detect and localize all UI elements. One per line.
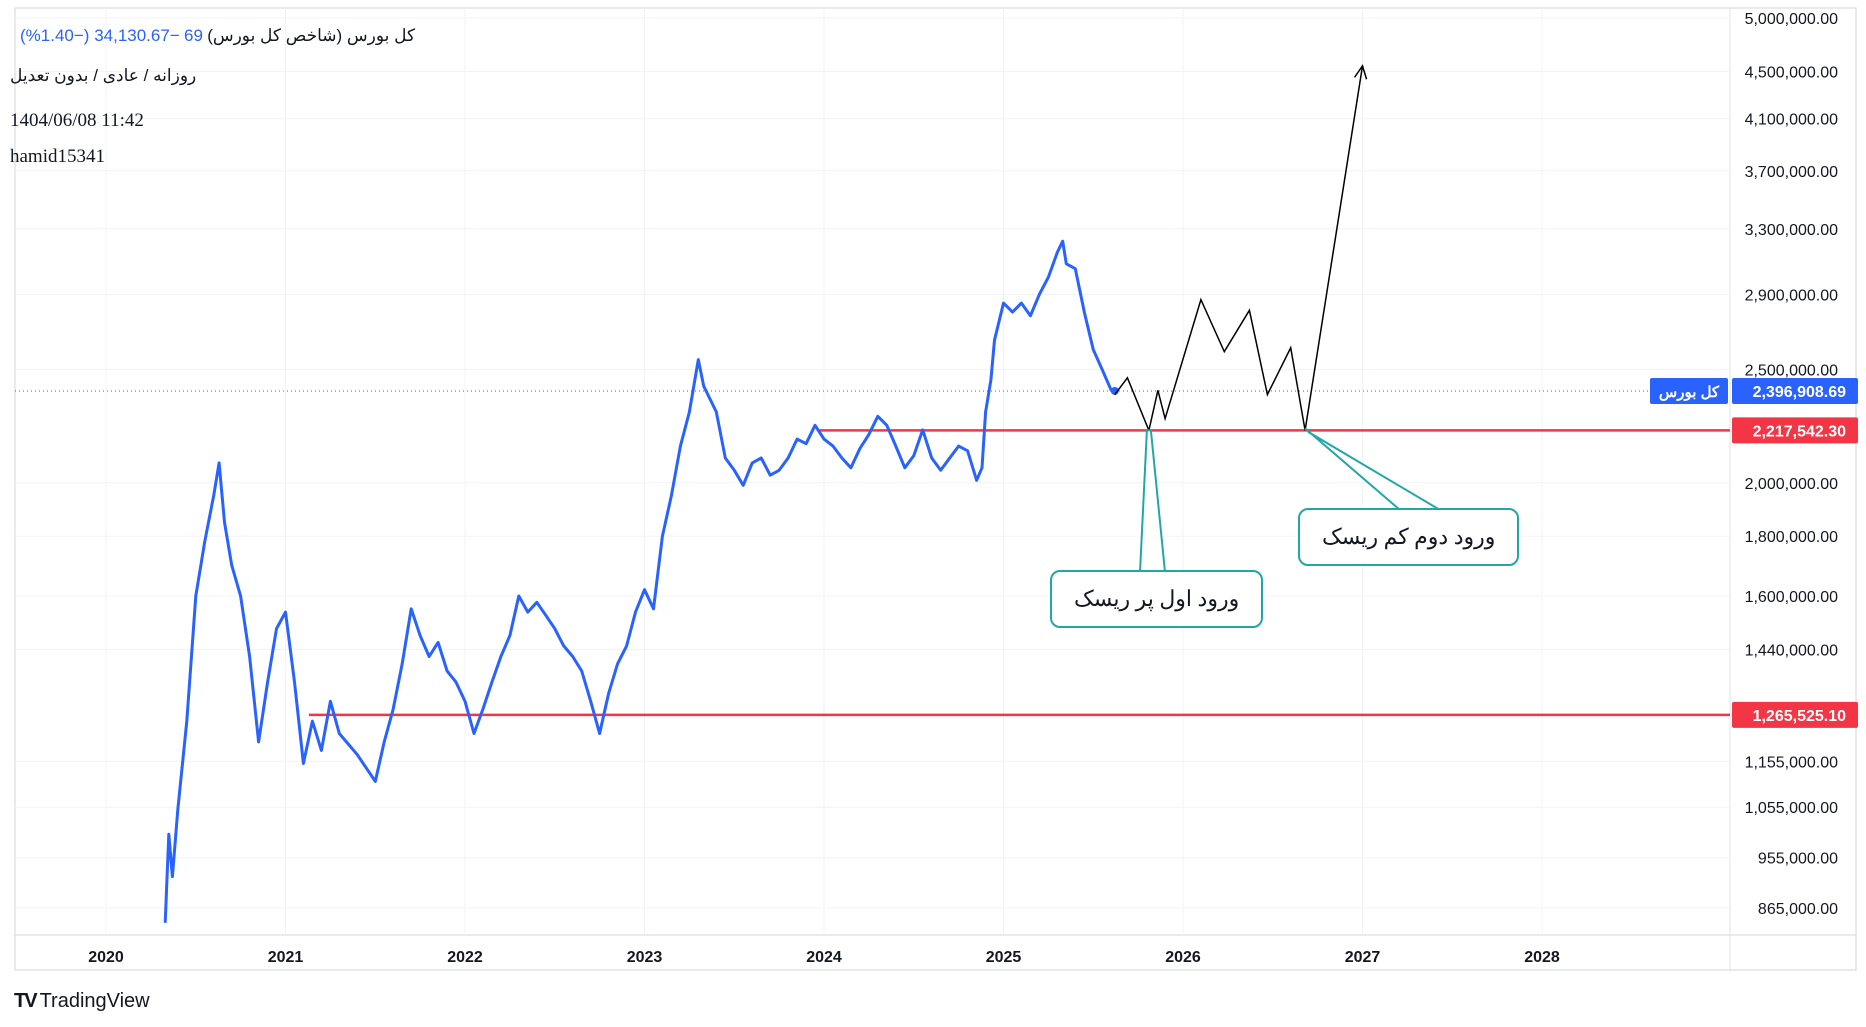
x-tick-label: 2026 [1165, 949, 1201, 966]
y-tick-label: 3,300,000.00 [1745, 222, 1839, 239]
y-tick-label: 955,000.00 [1758, 851, 1838, 868]
y-tick-label: 2,500,000.00 [1745, 363, 1839, 380]
x-tick-label: 2028 [1524, 949, 1560, 966]
y-tick-label: 1,600,000.00 [1745, 589, 1839, 606]
tradingview-logo[interactable]: TV TradingView [14, 990, 150, 1013]
y-tick-label: 2,000,000.00 [1745, 476, 1839, 493]
x-tick-label: 2024 [806, 949, 842, 966]
last-price-tag [1732, 377, 1858, 404]
y-tick-label: 1,055,000.00 [1745, 800, 1839, 817]
projection-path [1114, 65, 1364, 433]
last-price-label: 2,396,908.69 [1753, 384, 1847, 401]
symbol-name[interactable]: کل بورس (شاخص کل بورس) [207, 26, 416, 45]
symbol-tag [1650, 377, 1728, 404]
y-tick-label: 4,100,000.00 [1745, 112, 1839, 129]
chart-frame [14, 7, 1857, 971]
callout-first-entry: ورود اول پر ریسک [1050, 570, 1264, 628]
y-tick-label: 2,900,000.00 [1745, 287, 1839, 304]
callout-pointer [1304, 427, 1441, 511]
y-tick-label: 1,440,000.00 [1745, 642, 1839, 659]
y-tick-label: 1,155,000.00 [1745, 754, 1839, 771]
y-tick-label: 5,000,000.00 [1745, 11, 1839, 28]
x-tick-label: 2027 [1345, 949, 1381, 966]
projection-arrowhead [1353, 64, 1368, 80]
symbol-tag-label: کل بورس [1659, 384, 1720, 401]
author-name: hamid15341 [10, 146, 105, 167]
y-tick-label: 4,500,000.00 [1745, 64, 1839, 81]
support-level-tag [1732, 417, 1858, 444]
y-tick-label: 3,700,000.00 [1745, 164, 1839, 181]
support-level-tag [1732, 701, 1858, 728]
x-tick-label: 2023 [627, 949, 663, 966]
x-tick-label: 2025 [986, 949, 1022, 966]
logo-text: TradingView [39, 990, 150, 1012]
price-change: −34,130.67 (−1.40%) [20, 26, 180, 45]
snapshot-datetime: 1404/06/08 11:42 [10, 110, 144, 131]
x-tick-label: 2022 [447, 949, 483, 966]
y-tick-label: 1,800,000.00 [1745, 529, 1839, 546]
interval-info: روزانه / عادی / بدون تعدیل [10, 66, 197, 85]
x-tick-label: 2020 [88, 949, 124, 966]
y-tick-label: 865,000.00 [1758, 901, 1838, 918]
price-line [163, 239, 1116, 923]
callout-pointer [1139, 429, 1166, 573]
support-level-label: 2,217,542.30 [1753, 423, 1847, 440]
last-price-digits: 69 [184, 26, 203, 45]
x-tick-label: 2021 [268, 949, 304, 966]
tradingview-icon: TV [14, 990, 38, 1012]
symbol-header: کل بورس (شاخص کل بورس) 69 −34,130.67 (−1… [10, 26, 415, 46]
callout-second-entry: ورود دوم کم ریسک [1298, 508, 1520, 566]
support-level-label: 1,265,525.10 [1753, 708, 1847, 725]
